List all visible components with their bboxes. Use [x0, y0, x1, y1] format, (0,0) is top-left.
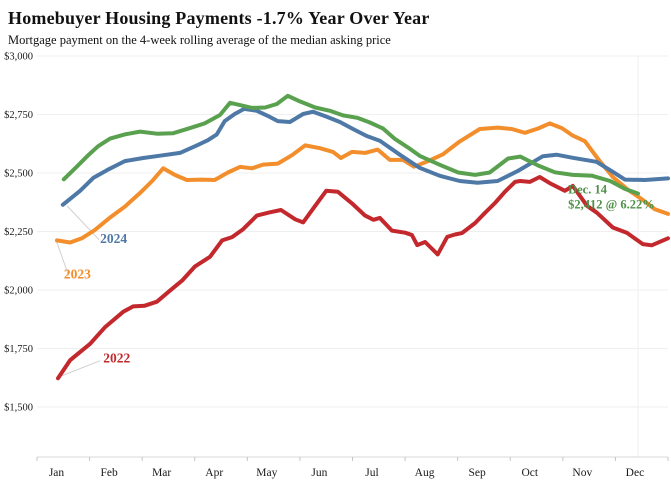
x-tick-label: Nov [572, 467, 592, 479]
x-tick-label: Aug [415, 467, 435, 479]
x-tick-label: Apr [205, 467, 223, 479]
x-tick-label: Sep [469, 467, 487, 479]
series-line-2023 [55, 121, 670, 245]
x-tick-label: Dec [626, 467, 645, 479]
y-tick-label: $2,250 [4, 227, 33, 238]
y-tick-label: $2,500 [4, 169, 33, 180]
x-tick-label: Mar [152, 467, 171, 479]
y-tick-label: $2,000 [4, 286, 33, 297]
annotation-latest-line1: Dec. 14 [568, 182, 608, 196]
series-line-2022 [56, 175, 670, 381]
series-line-latest [61, 93, 640, 196]
page-title: Homebuyer Housing Payments -1.7% Year Ov… [8, 8, 430, 28]
y-tick-label: $1,750 [4, 344, 33, 355]
year-label-2023: 2023 [64, 266, 91, 281]
annotation-latest-line2: $2,412 @ 6.22% [568, 197, 655, 211]
y-tick-label: $1,500 [4, 403, 33, 414]
label-leader-line [62, 360, 101, 377]
year-label-2024: 2024 [100, 231, 127, 246]
x-tick-label: May [256, 467, 277, 479]
x-tick-label: Jul [365, 467, 378, 479]
page-subtitle: Mortgage payment on the 4-week rolling a… [8, 33, 391, 47]
x-tick-label: Jan [49, 467, 65, 479]
x-tick-label: Oct [521, 467, 538, 479]
y-tick-label: $3,000 [4, 52, 33, 63]
y-tick-label: $2,750 [4, 110, 33, 121]
year-label-2022: 2022 [103, 351, 130, 366]
series-line-2024 [60, 106, 670, 207]
x-tick-label: Jun [311, 467, 327, 479]
x-tick-label: Feb [100, 467, 118, 479]
label-leader-line [66, 205, 100, 241]
label-leader-line [55, 239, 70, 276]
